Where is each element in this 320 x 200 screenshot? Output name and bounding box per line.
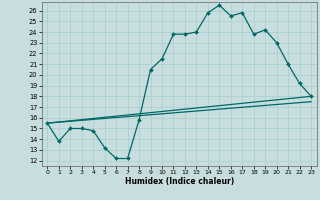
X-axis label: Humidex (Indice chaleur): Humidex (Indice chaleur) xyxy=(124,177,234,186)
